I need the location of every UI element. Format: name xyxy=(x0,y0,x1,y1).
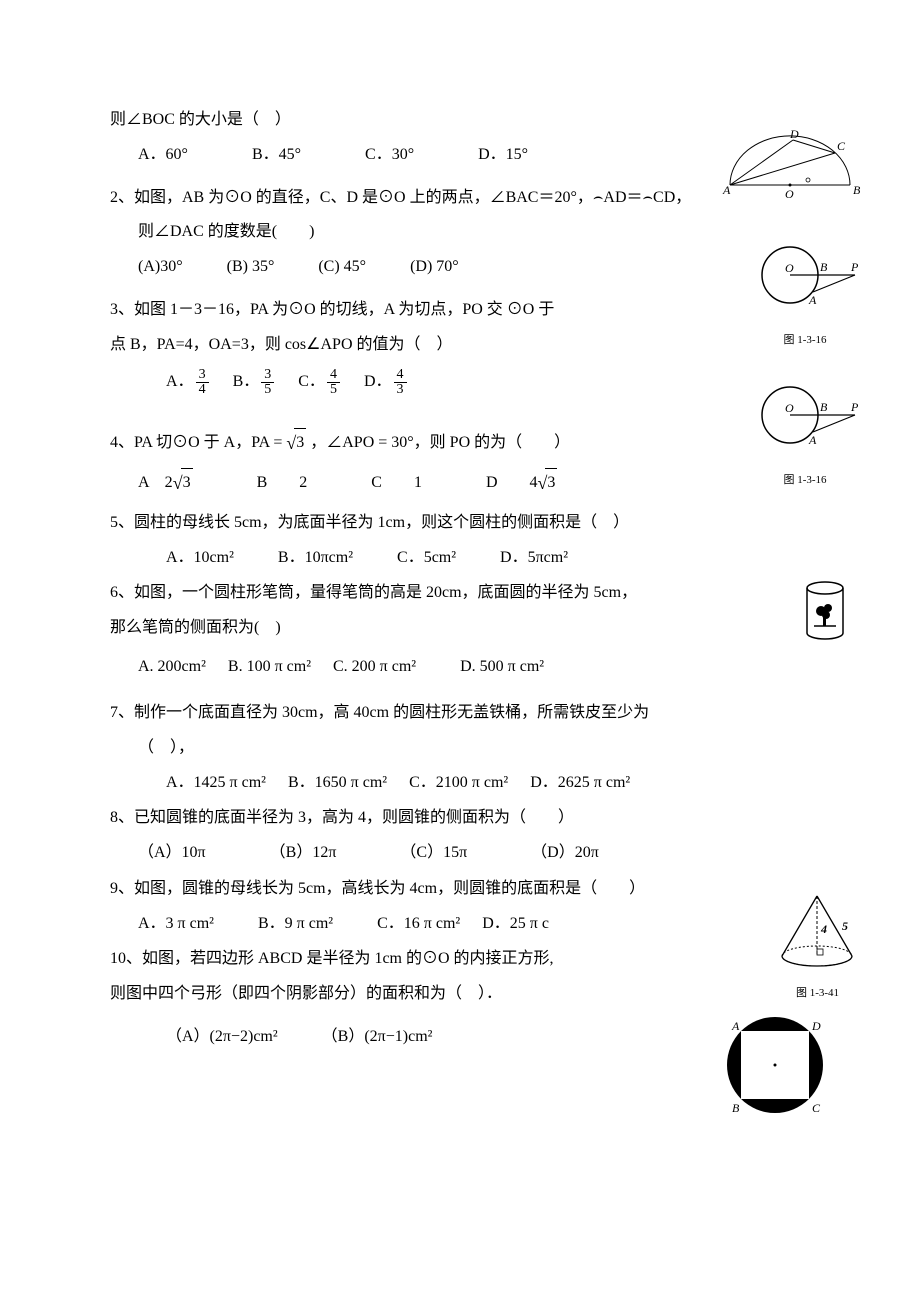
q1-opt-c: C．30° xyxy=(365,141,414,170)
q3-label-a: A xyxy=(808,293,817,307)
q9-opt-d: D．25 π c xyxy=(482,910,549,939)
q10-stem-b: 则图中四个弓形（即四个阴影部分）的面积和为（ ）． xyxy=(110,980,810,1009)
q1-opt-b: B．45° xyxy=(252,141,301,170)
q7-opt-c: C．2100 π cm² xyxy=(409,769,508,798)
q10-stem-a: 10、如图，若四边形 ABCD 是半径为 1cm 的⊙O 的内接正方形, xyxy=(110,945,810,974)
q3-opt-d: D．43 xyxy=(364,368,409,397)
q4-label-o: O xyxy=(785,401,794,415)
q4-figure-label: 图 1-3-16 xyxy=(745,471,865,491)
q3-label-o: O xyxy=(785,261,794,275)
q9-label-h: 4 xyxy=(820,922,827,936)
q10-opt-a: （A）(2π−2)cm² xyxy=(166,1023,278,1052)
q6-stem-a: 6、如图，一个圆柱形笔筒，量得笔筒的高是 20cm，底面圆的半径为 5cm， xyxy=(110,579,810,608)
q4-opt-a: A 2√3 xyxy=(138,467,193,499)
q3-opt-b: B．35 xyxy=(233,368,277,397)
q10-options: （A）(2π−2)cm² （B）(2π−1)cm² xyxy=(110,1023,810,1052)
q5-opt-b: B．10πcm² xyxy=(278,544,353,573)
q7-opt-d: D．2625 π cm² xyxy=(530,769,630,798)
q4-stem: 4、PA 切⊙O 于 A，PA = √3 ，∠APO = 30°，则 PO 的为… xyxy=(110,427,810,459)
q6-opt-b: B. 100 π cm² xyxy=(228,653,311,682)
q10-label-a: A xyxy=(731,1019,740,1033)
q4-figure: O B P A 图 1-3-16 xyxy=(745,380,865,491)
q6-opt-d: D. 500 π cm² xyxy=(460,653,544,682)
q5-opt-a: A．10cm² xyxy=(166,544,234,573)
q2-opt-c: (C) 45° xyxy=(318,253,366,282)
q2-stem-a: 2、如图，AB 为⊙O 的直径，C、D 是⊙O 上的两点，∠BAC＝20°，⌢A… xyxy=(110,184,810,213)
q10-figure: A D B C xyxy=(720,1010,830,1131)
q1-opt-d: D．15° xyxy=(478,141,528,170)
q3-opt-a: A．34 xyxy=(166,368,211,397)
q9-options: A．3 π cm² B．9 π cm² C．16 π cm² D．25 π c xyxy=(110,910,810,939)
q5-opt-c: C．5cm² xyxy=(397,544,456,573)
q9-stem: 9、如图，圆锥的母线长为 5cm，高线长为 4cm，则圆锥的底面积是（ ） xyxy=(110,875,810,904)
q6-options: A. 200cm² B. 100 π cm² C. 200 π cm² D. 5… xyxy=(110,653,810,682)
q4-label-a: A xyxy=(808,433,817,447)
q3-label-p: P xyxy=(850,260,859,274)
q3-figure-label: 图 1-3-16 xyxy=(745,331,865,351)
q2-opt-a: (A)30° xyxy=(138,253,183,282)
q9-opt-b: B．9 π cm² xyxy=(258,910,333,939)
q5-options: A．10cm² B．10πcm² C．5cm² D．5πcm² xyxy=(110,544,810,573)
q2-figure: A B C D O xyxy=(715,130,865,211)
q9-opt-c: C．16 π cm² xyxy=(377,910,460,939)
q9-opt-a: A．3 π cm² xyxy=(138,910,214,939)
q6-stem-b: 那么笔筒的侧面积为( ) xyxy=(110,614,810,643)
q3-opt-c: C．45 xyxy=(298,368,342,397)
q4-opt-b: B 2 xyxy=(257,469,308,498)
q2-label-o: O xyxy=(785,187,794,200)
q1-opt-a: A．60° xyxy=(138,141,188,170)
q8-opt-a: （A）10π xyxy=(138,839,206,868)
q6-opt-c: C. 200 π cm² xyxy=(333,653,416,682)
q5-stem: 5、圆柱的母线长 5cm，为底面半径为 1cm，则这个圆柱的侧面积是（ ） xyxy=(110,509,810,538)
page: 则∠BOC 的大小是（ ） A．60° B．45° C．30° D．15° 2、… xyxy=(0,0,920,1302)
q2-opt-b: (B) 35° xyxy=(227,253,275,282)
q10-label-d: D xyxy=(811,1019,821,1033)
q5-opt-d: D．5πcm² xyxy=(500,544,568,573)
q4-opt-c: C 1 xyxy=(371,469,422,498)
q3-stem-b: 点 B，PA=4，OA=3，则 cos∠APO 的值为（ ） xyxy=(110,331,810,360)
q2-options: (A)30° (B) 35° (C) 45° (D) 70° xyxy=(110,253,810,282)
q4-opt-d: D 4√3 xyxy=(486,467,557,499)
q8-options: （A）10π （B）12π （C）15π （D）20π xyxy=(110,839,810,868)
q6-figure xyxy=(800,578,850,654)
q10-opt-b: （B）(2π−1)cm² xyxy=(322,1023,433,1052)
q8-stem: 8、已知圆锥的底面半径为 3，高为 4，则圆锥的侧面积为（ ） xyxy=(110,804,810,833)
q2-opt-d: (D) 70° xyxy=(410,253,459,282)
q8-opt-d: （D）20π xyxy=(531,839,599,868)
q6-opt-a: A. 200cm² xyxy=(138,653,206,682)
q8-opt-c: （C）15π xyxy=(400,839,467,868)
q4-options: A 2√3 B 2 C 1 D 4√3 xyxy=(110,467,810,499)
q4-label-b: B xyxy=(820,400,828,414)
q3-options: A．34 B．35 C．45 D．43 xyxy=(110,368,810,397)
q3-stem-a: 3、如图 1－3－16，PA 为⊙O 的切线，A 为切点，PO 交 ⊙O 于 xyxy=(110,296,810,325)
q7-opt-b: B．1650 π cm² xyxy=(288,769,387,798)
q2-label-c: C xyxy=(837,139,846,153)
q8-opt-b: （B）12π xyxy=(270,839,337,868)
q2-label-d: D xyxy=(789,130,799,141)
q2-label-a: A xyxy=(722,183,731,197)
q4-label-p: P xyxy=(850,400,859,414)
q7-stem-b: （ ）， xyxy=(110,734,810,763)
q7-opt-a: A．1425 π cm² xyxy=(166,769,266,798)
q10-label-b: B xyxy=(732,1101,740,1115)
q2-stem-b: 则∠DAC 的度数是( ) xyxy=(110,218,810,247)
q2-label-b: B xyxy=(853,183,861,197)
q1-options: A．60° B．45° C．30° D．15° xyxy=(110,141,810,170)
q10-label-c: C xyxy=(812,1101,821,1115)
q3-label-b: B xyxy=(820,260,828,274)
q3-figure: O B P A 图 1-3-16 xyxy=(745,240,865,351)
q7-stem-a: 7、制作一个底面直径为 30cm，高 40cm 的圆柱形无盖铁桶，所需铁皮至少为 xyxy=(110,699,810,728)
q9-label-l: 5 xyxy=(842,919,848,933)
q1-stem-tail: 则∠BOC 的大小是（ ） xyxy=(110,106,810,135)
q7-options: A．1425 π cm² B．1650 π cm² C．2100 π cm² D… xyxy=(110,769,810,798)
